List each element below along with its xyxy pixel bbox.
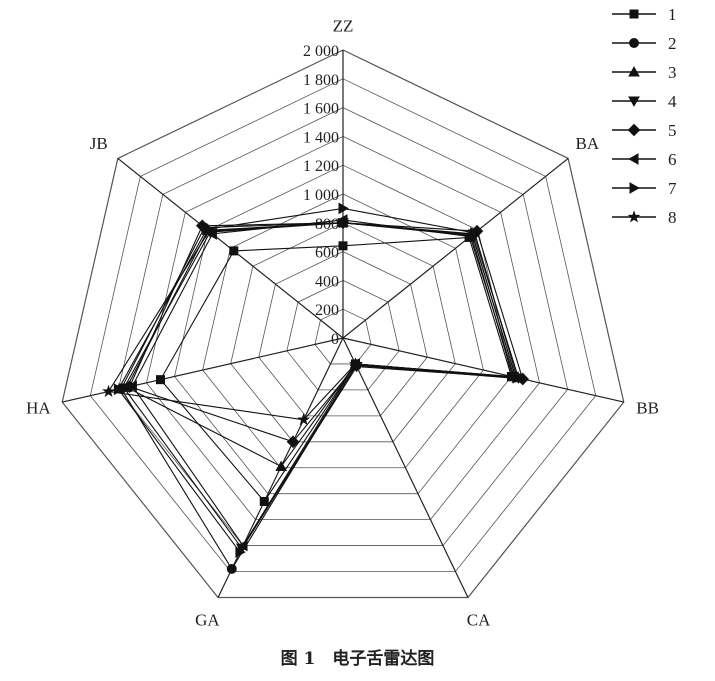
series-8 [102, 216, 523, 426]
series-line-1 [159, 236, 513, 503]
legend-item-3: 3 [612, 63, 677, 82]
legend-item-5: 5 [612, 121, 677, 140]
r-tick-label: 400 [315, 273, 339, 290]
data-point [229, 246, 239, 256]
axis-label-BB: BB [636, 399, 659, 418]
legend-marker [627, 210, 641, 223]
legend-item-1: 1 [612, 5, 677, 24]
axis-label-JB: JB [90, 134, 108, 153]
data-point [509, 370, 523, 383]
data-point [235, 546, 246, 558]
series-line-5 [128, 222, 524, 443]
r-tick-label: 1 600 [303, 101, 339, 118]
legend-marker [628, 153, 639, 165]
r-tick-label: 2 000 [303, 43, 339, 60]
r-tick-label: 0 [331, 331, 339, 348]
series-line-8 [107, 222, 517, 421]
data-point [349, 357, 362, 370]
legend-label: 2 [668, 34, 677, 53]
data-point [237, 539, 248, 552]
data-point [226, 563, 237, 574]
legend-label: 4 [668, 92, 677, 111]
grid-ring [61, 49, 625, 599]
data-point [338, 202, 349, 215]
legend-marker [628, 96, 640, 107]
legend-label: 1 [668, 5, 677, 24]
axis-label-GA: GA [195, 611, 220, 630]
grid-ring [314, 308, 372, 365]
legend-item-2: 2 [612, 34, 677, 53]
legend-label: 8 [668, 208, 677, 227]
legend-label: 7 [668, 179, 677, 198]
series-line-6 [131, 219, 516, 547]
axis-spoke [62, 337, 344, 403]
grid-ring [258, 251, 428, 417]
legend-marker [628, 66, 640, 77]
axis-label-CA: CA [467, 611, 491, 630]
data-point [195, 219, 209, 233]
r-tick-label: 1 400 [303, 129, 339, 146]
axis-label-BA: BA [575, 134, 599, 153]
r-tick-label: 1 800 [303, 72, 339, 89]
grid-ring [202, 193, 484, 469]
r-tick-label: 1 200 [303, 158, 339, 175]
r-tick-label: 600 [315, 245, 339, 262]
data-point [275, 460, 287, 471]
legend-marker [629, 9, 639, 19]
axis-label-HA: HA [26, 399, 51, 418]
data-point [286, 435, 300, 449]
legend-item-4: 4 [612, 92, 677, 111]
data-point [259, 496, 269, 506]
legend-label: 6 [668, 150, 677, 169]
legend-label: 5 [668, 121, 677, 140]
legend-marker [629, 182, 640, 194]
r-tick-label: 1 000 [303, 187, 339, 204]
axis-label-ZZ: ZZ [333, 17, 354, 36]
legend-item-6: 6 [612, 150, 677, 169]
axis-spoke [342, 337, 469, 598]
figure-caption: 图 1 电子舌雷达图 [280, 649, 435, 669]
r-tick-label: 200 [315, 302, 339, 319]
legend-item-7: 7 [612, 179, 677, 198]
grid-ring [286, 279, 400, 391]
data-point [336, 216, 350, 229]
legend-marker [629, 38, 639, 48]
data-point [202, 224, 216, 237]
data-point [155, 375, 165, 385]
data-point [102, 384, 115, 397]
grid-ring [230, 222, 456, 443]
legend-label: 3 [668, 63, 677, 82]
legend-item-8: 8 [612, 208, 677, 227]
series-2 [116, 217, 521, 574]
data-point [466, 228, 479, 241]
data-point [338, 241, 348, 251]
series-line-7 [117, 207, 518, 554]
series-line-3 [126, 222, 514, 468]
grid-ring [146, 135, 540, 521]
data-point [297, 412, 311, 426]
grid-ring [117, 107, 569, 546]
axis-spoke [342, 337, 624, 403]
legend-marker [627, 123, 641, 137]
axis-spoke [342, 157, 569, 339]
grid-ring [89, 78, 597, 572]
data-point [126, 380, 137, 392]
data-point [516, 372, 529, 386]
series-4 [118, 218, 525, 555]
